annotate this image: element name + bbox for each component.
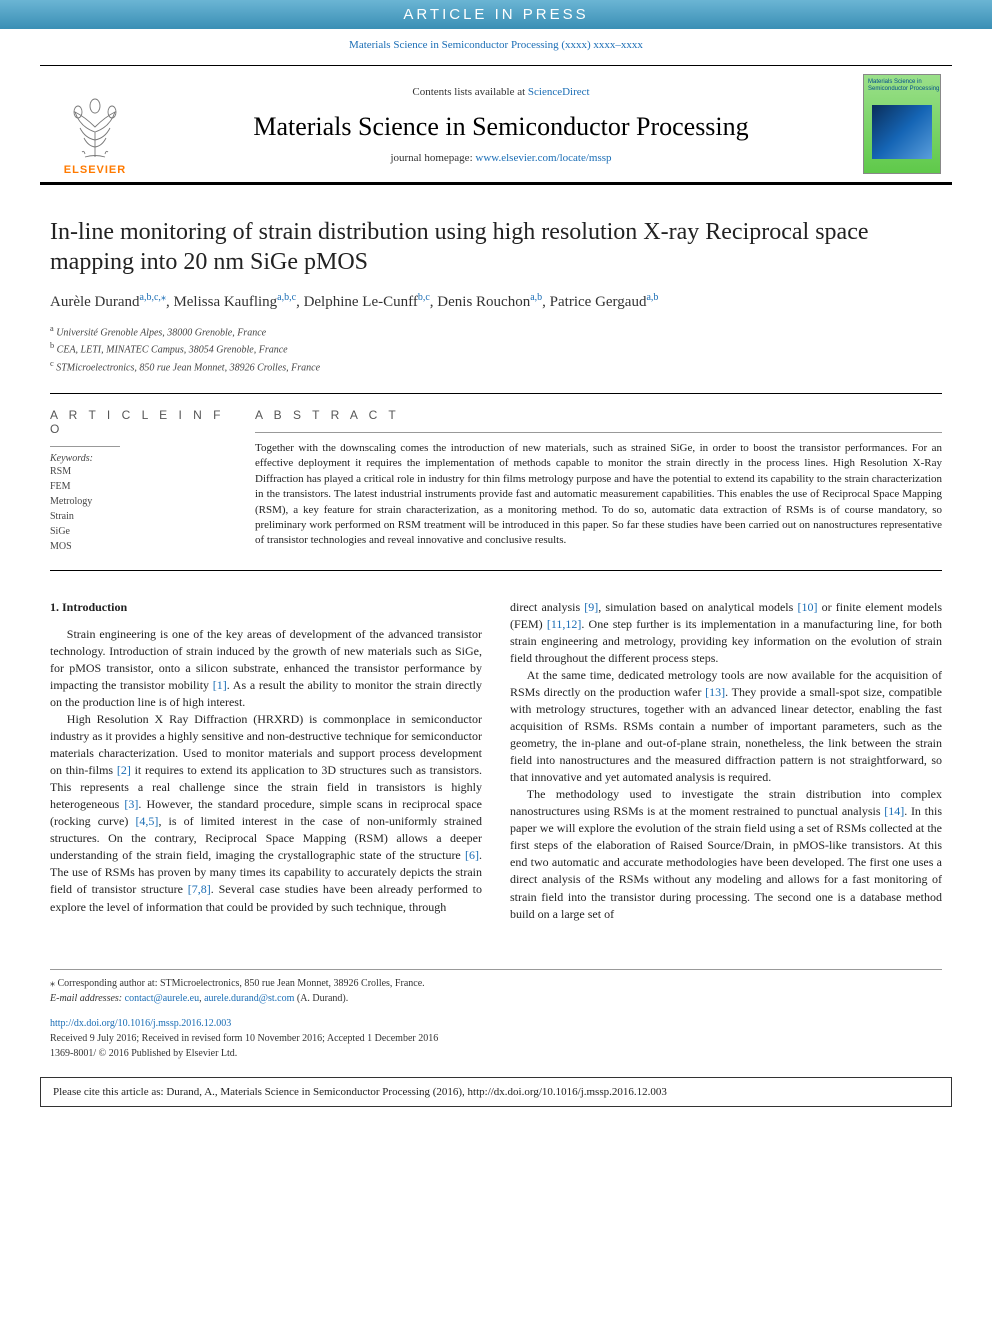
publisher-name: ELSEVIER <box>64 164 126 176</box>
citation-ref[interactable]: [13] <box>705 685 725 699</box>
affiliation-item: a Université Grenoble Alpes, 38000 Greno… <box>50 323 942 340</box>
section-heading-introduction: 1. Introduction <box>50 599 482 616</box>
info-abstract-row: A R T I C L E I N F O Keywords: RSM FEM … <box>50 393 942 571</box>
author-affiliation-marks: a,b <box>646 292 658 303</box>
author-affiliation-marks: b,c <box>418 292 430 303</box>
citation-ref[interactable]: [7,8] <box>188 882 211 896</box>
affiliation-text: CEA, LETI, MINATEC Campus, 38054 Grenobl… <box>57 345 288 356</box>
body-paragraph: High Resolution X Ray Diffraction (HRXRD… <box>50 711 482 915</box>
email-tail: (A. Durand). <box>294 993 348 1004</box>
journal-homepage-line: journal homepage: www.elsevier.com/locat… <box>150 152 852 164</box>
author-name: Denis Rouchon <box>437 294 530 310</box>
body-text: The methodology used to investigate the … <box>510 787 942 818</box>
page: ARTICLE IN PRESS Materials Science in Se… <box>0 0 992 1323</box>
keyword-item: FEM <box>50 479 231 494</box>
citation-ref[interactable]: [2] <box>117 763 131 777</box>
masthead-center: Contents lists available at ScienceDirec… <box>150 66 852 182</box>
body-paragraph: direct analysis [9], simulation based on… <box>510 599 942 667</box>
homepage-prefix: journal homepage: <box>390 152 475 164</box>
body-column-left: 1. Introduction Strain engineering is on… <box>50 599 482 923</box>
email-link[interactable]: contact@aurele.eu <box>125 993 199 1004</box>
author-list: Aurèle Duranda,b,c,⁎, Melissa Kauflinga,… <box>50 291 942 313</box>
author-name: Melissa Kaufling <box>173 294 277 310</box>
elsevier-tree-icon <box>60 92 130 162</box>
abstract-column: A B S T R A C T Together with the downsc… <box>255 408 942 554</box>
contents-prefix: Contents lists available at <box>412 86 527 98</box>
please-cite-box: Please cite this article as: Durand, A.,… <box>40 1077 952 1107</box>
abstract-divider <box>255 432 942 433</box>
article-info-column: A R T I C L E I N F O Keywords: RSM FEM … <box>50 408 255 554</box>
body-text: direct analysis <box>510 600 584 614</box>
keyword-item: RSM <box>50 464 231 479</box>
author-name: Aurèle Durand <box>50 294 140 310</box>
info-divider <box>50 446 120 447</box>
citation-ref[interactable]: [1] <box>213 678 227 692</box>
author-affiliation-marks: a,b,c <box>277 292 296 303</box>
article-content: In-line monitoring of strain distributio… <box>0 185 992 943</box>
body-paragraph: Strain engineering is one of the key are… <box>50 626 482 711</box>
article-info-heading: A R T I C L E I N F O <box>50 408 231 436</box>
corresponding-mark: ⁎ <box>161 292 166 303</box>
author-name: Patrice Gergaud <box>550 294 647 310</box>
affiliation-text: Université Grenoble Alpes, 38000 Grenobl… <box>56 327 266 338</box>
keyword-item: MOS <box>50 539 231 554</box>
citation-ref[interactable]: [9] <box>584 600 598 614</box>
abstract-text: Together with the downscaling comes the … <box>255 441 942 549</box>
keyword-item: Strain <box>50 509 231 524</box>
issn-copyright: 1369-8001/ © 2016 Published by Elsevier … <box>50 1046 942 1061</box>
citation-ref[interactable]: [11,12] <box>547 617 582 631</box>
body-column-right: direct analysis [9], simulation based on… <box>510 599 942 923</box>
body-two-columns: 1. Introduction Strain engineering is on… <box>50 599 942 923</box>
journal-homepage-link[interactable]: www.elsevier.com/locate/mssp <box>475 152 611 164</box>
citation-ref[interactable]: [14] <box>884 804 904 818</box>
journal-masthead: ELSEVIER Contents lists available at Sci… <box>40 65 952 185</box>
doi-line: http://dx.doi.org/10.1016/j.mssp.2016.12… <box>50 1016 942 1031</box>
body-text: , simulation based on analytical models <box>598 600 797 614</box>
author-affiliation-marks: a,b,c, <box>140 292 161 303</box>
keywords-label: Keywords: <box>50 453 231 464</box>
citation-ref[interactable]: [6] <box>465 848 479 862</box>
abstract-heading: A B S T R A C T <box>255 408 942 422</box>
affiliation-key: b <box>50 341 54 350</box>
publisher-logo-block: ELSEVIER <box>40 66 150 182</box>
contents-available-line: Contents lists available at ScienceDirec… <box>150 86 852 98</box>
article-in-press-banner: ARTICLE IN PRESS <box>0 0 992 29</box>
keywords-list: RSM FEM Metrology Strain SiGe MOS <box>50 464 231 554</box>
affiliation-text: STMicroelectronics, 850 rue Jean Monnet,… <box>56 362 320 373</box>
received-dates: Received 9 July 2016; Received in revise… <box>50 1031 942 1046</box>
keyword-item: SiGe <box>50 524 231 539</box>
citation-ref[interactable]: [3] <box>124 797 138 811</box>
journal-cover-thumbnail: Materials Science in Semiconductor Proce… <box>863 74 941 174</box>
cover-thumb-image <box>872 105 932 159</box>
affiliation-key: c <box>50 359 54 368</box>
email-link[interactable]: aurele.durand@st.com <box>204 993 294 1004</box>
body-text: . In this paper we will explore the evol… <box>510 804 942 920</box>
corresponding-author-note: ⁎ Corresponding author at: STMicroelectr… <box>50 976 942 991</box>
cover-thumb-title: Materials Science in Semiconductor Proce… <box>868 79 940 92</box>
journal-name: Materials Science in Semiconductor Proce… <box>150 112 852 142</box>
keyword-item: Metrology <box>50 494 231 509</box>
body-text: . They provide a small-spot size, compat… <box>510 685 942 784</box>
citation-ref[interactable]: [4,5] <box>135 814 158 828</box>
citation-top: Materials Science in Semiconductor Proce… <box>0 29 992 65</box>
email-line: E-mail addresses: contact@aurele.eu, aur… <box>50 991 942 1006</box>
affiliation-item: c STMicroelectronics, 850 rue Jean Monne… <box>50 358 942 375</box>
article-footer: ⁎ Corresponding author at: STMicroelectr… <box>50 969 942 1061</box>
affiliation-key: a <box>50 324 54 333</box>
body-paragraph: At the same time, dedicated metrology to… <box>510 667 942 786</box>
author-affiliation-marks: a,b <box>530 292 542 303</box>
doi-link[interactable]: http://dx.doi.org/10.1016/j.mssp.2016.12… <box>50 1018 231 1029</box>
article-title: In-line monitoring of strain distributio… <box>50 217 942 277</box>
citation-ref[interactable]: [10] <box>797 600 817 614</box>
email-label: E-mail addresses: <box>50 993 125 1004</box>
body-paragraph: The methodology used to investigate the … <box>510 786 942 922</box>
journal-cover-block: Materials Science in Semiconductor Proce… <box>852 66 952 182</box>
author-name: Delphine Le-Cunff <box>304 294 418 310</box>
affiliation-item: b CEA, LETI, MINATEC Campus, 38054 Greno… <box>50 340 942 357</box>
affiliation-list: a Université Grenoble Alpes, 38000 Greno… <box>50 323 942 375</box>
sciencedirect-link[interactable]: ScienceDirect <box>528 86 590 98</box>
